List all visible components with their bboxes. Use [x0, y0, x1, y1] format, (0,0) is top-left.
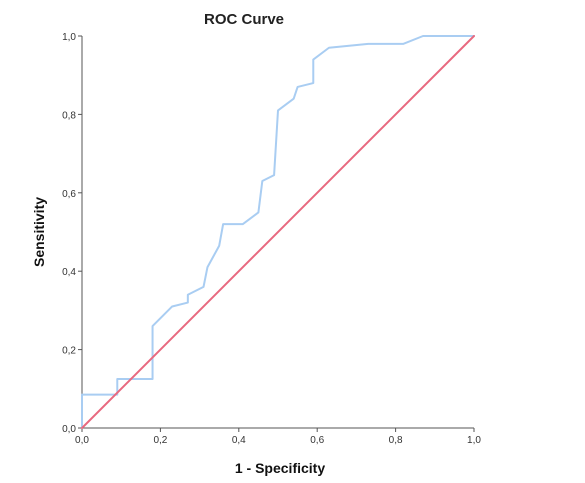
y-axis-title: Sensitivity: [31, 197, 47, 267]
x-tick-label: 1,0: [467, 435, 481, 446]
x-tick-label: 0,4: [232, 435, 246, 446]
y-tick-label: 0,4: [62, 267, 76, 278]
x-tick-label: 0,2: [153, 435, 167, 446]
y-tick-label: 1,0: [62, 32, 76, 43]
y-tick-label: 0,2: [62, 346, 76, 357]
x-tick-label: 0,0: [75, 435, 89, 446]
chart-title: ROC Curve: [204, 11, 284, 28]
reference-diagonal-line: [81, 35, 475, 429]
y-tick-label: 0,0: [62, 424, 76, 435]
x-axis-title: 1 - Specificity: [235, 460, 325, 476]
roc-curve-line: [81, 35, 475, 429]
x-tick-label: 0,6: [310, 435, 324, 446]
y-tick-label: 0,8: [62, 110, 76, 121]
x-tick-label: 0,8: [389, 435, 403, 446]
y-tick-label: 0,6: [62, 189, 76, 200]
plot-area: 0,0 0,2 0,4 0,6 0,8 1,0 0,0 0,2 0,4 0,6 0,8 1,0: [62, 32, 481, 446]
